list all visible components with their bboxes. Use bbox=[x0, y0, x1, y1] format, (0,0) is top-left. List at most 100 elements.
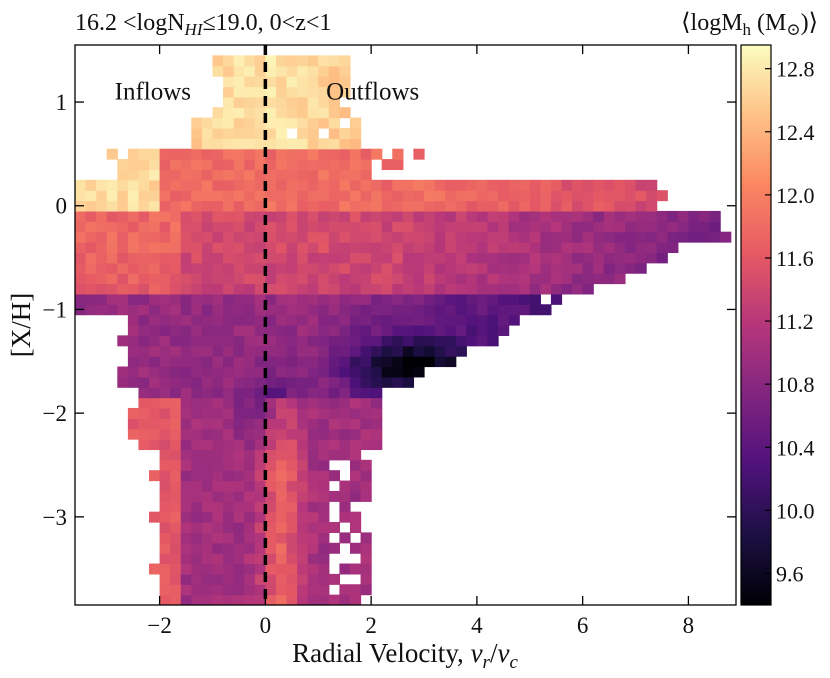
colorbar-title: ⟨logMh (M⊙)⟩ bbox=[681, 10, 818, 39]
heatmap-cell bbox=[476, 179, 489, 191]
heatmap-cell bbox=[476, 293, 489, 305]
heatmap-cell bbox=[572, 252, 584, 264]
heatmap-cell bbox=[646, 190, 658, 202]
heatmap-cell bbox=[413, 210, 425, 222]
heatmap-cell bbox=[371, 428, 383, 440]
heatmap-cell bbox=[614, 210, 626, 222]
heatmap-cell bbox=[297, 511, 309, 523]
heatmap-cell bbox=[677, 231, 690, 243]
x-tick-label: −2 bbox=[147, 613, 171, 638]
heatmap-cell bbox=[180, 335, 192, 347]
heatmap-cell bbox=[371, 273, 383, 285]
heatmap-cell bbox=[624, 252, 637, 264]
heatmap-cell bbox=[85, 242, 97, 254]
heatmap-cell bbox=[265, 407, 277, 419]
heatmap-cell bbox=[371, 221, 383, 233]
heatmap-cell bbox=[159, 325, 171, 336]
heatmap-cell bbox=[233, 55, 245, 67]
heatmap-cell bbox=[307, 584, 319, 596]
heatmap-cell bbox=[233, 96, 245, 108]
heatmap-cell bbox=[434, 325, 446, 336]
heatmap-cell bbox=[180, 325, 192, 336]
heatmap-cell bbox=[328, 428, 340, 440]
heatmap-cell bbox=[275, 262, 288, 274]
heatmap-cell bbox=[265, 480, 277, 492]
heatmap-cell bbox=[328, 449, 340, 461]
heatmap-cell bbox=[254, 283, 266, 295]
heatmap-cell bbox=[275, 563, 288, 575]
heatmap-cell bbox=[201, 273, 214, 285]
heatmap-cell bbox=[159, 366, 171, 378]
heatmap-cell bbox=[445, 335, 457, 347]
heatmap-cell bbox=[170, 511, 182, 523]
heatmap-cell bbox=[349, 262, 362, 274]
heatmap-cell bbox=[328, 179, 340, 191]
heatmap-cell bbox=[212, 532, 224, 544]
heatmap-cell bbox=[159, 501, 171, 513]
heatmap-cell bbox=[170, 490, 182, 502]
heatmap-cell bbox=[96, 190, 108, 202]
heatmap-cell bbox=[328, 55, 340, 67]
heatmap-cell bbox=[413, 242, 425, 254]
heatmap-cell bbox=[297, 366, 309, 378]
heatmap-cell bbox=[138, 231, 150, 243]
heatmap-cell bbox=[603, 190, 615, 202]
heatmap-cell bbox=[170, 418, 182, 430]
heatmap-cell bbox=[434, 293, 446, 305]
heatmap-cell bbox=[402, 190, 415, 202]
heatmap-cell bbox=[328, 107, 340, 119]
heatmap-cell bbox=[476, 283, 489, 295]
colorbar-tick-label: 10.4 bbox=[776, 435, 815, 460]
heatmap-cell bbox=[254, 55, 266, 67]
heatmap-cell bbox=[349, 449, 362, 461]
heatmap-cell bbox=[180, 522, 192, 534]
heatmap-cell bbox=[614, 273, 626, 285]
heatmap-cell bbox=[328, 283, 340, 295]
heatmap-cell bbox=[286, 231, 298, 243]
heatmap-cell bbox=[149, 304, 161, 316]
heatmap-cell bbox=[180, 304, 192, 316]
heatmap-cell bbox=[212, 65, 224, 77]
heatmap-cell bbox=[201, 439, 214, 451]
heatmap-cell bbox=[180, 148, 192, 160]
heatmap-cell bbox=[519, 231, 531, 243]
heatmap-cell bbox=[572, 273, 584, 285]
heatmap-cell bbox=[170, 148, 182, 160]
heatmap-cell bbox=[244, 573, 256, 585]
heatmap-cell bbox=[360, 293, 372, 305]
heatmap-cell bbox=[223, 480, 235, 492]
heatmap-cell bbox=[339, 397, 351, 409]
heatmap-cell bbox=[318, 107, 330, 119]
y-tick-label: −2 bbox=[43, 401, 67, 426]
heatmap-cell bbox=[212, 428, 224, 440]
heatmap-cell bbox=[339, 490, 351, 502]
heatmap-cell bbox=[149, 169, 161, 181]
heatmap-cell bbox=[349, 387, 362, 399]
heatmap-cell bbox=[244, 179, 256, 191]
heatmap-cell bbox=[201, 304, 214, 316]
heatmap-cell bbox=[191, 242, 203, 254]
heatmap-cell bbox=[180, 387, 192, 399]
heatmap-cell bbox=[603, 252, 615, 264]
heatmap-cell bbox=[476, 273, 489, 285]
heatmap-cell bbox=[159, 459, 171, 471]
heatmap-cell bbox=[106, 231, 118, 243]
heatmap-cell bbox=[688, 221, 700, 233]
heatmap-cell bbox=[349, 314, 362, 326]
heatmap-cell bbox=[307, 335, 319, 347]
heatmap-cell bbox=[286, 594, 298, 605]
heatmap-cell bbox=[233, 252, 245, 264]
heatmap-cell bbox=[212, 107, 224, 119]
heatmap-cell bbox=[572, 210, 584, 222]
heatmap-cell bbox=[445, 314, 457, 326]
heatmap-cell bbox=[550, 210, 563, 222]
heatmap-cell bbox=[244, 387, 256, 399]
heatmap-cell bbox=[286, 179, 298, 191]
heatmap-cell bbox=[75, 283, 87, 295]
heatmap-cell bbox=[455, 283, 467, 295]
heatmap-cell bbox=[191, 138, 203, 150]
heatmap-cell bbox=[254, 428, 266, 440]
heatmap-cell bbox=[265, 200, 277, 212]
heatmap-cell bbox=[96, 273, 108, 285]
heatmap-cell bbox=[360, 490, 372, 502]
